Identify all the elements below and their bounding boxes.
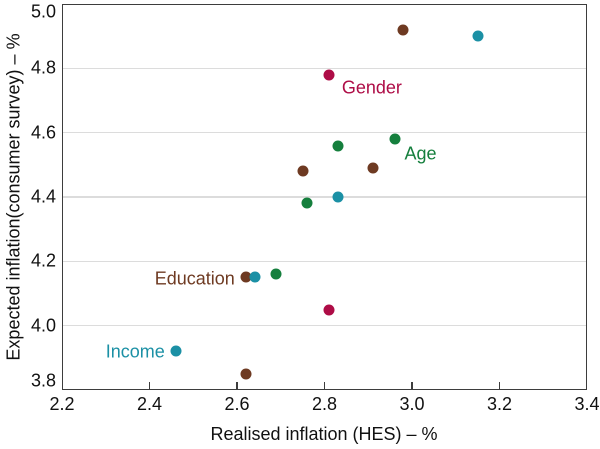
x-tick-label-3.0: 3.0 [399,394,425,414]
x-tick-mark-3.2 [498,381,501,389]
dot-age [332,140,344,152]
y-tick-label-4.8: 4.8 [30,57,56,78]
dot-income [472,30,484,42]
dot-education [240,271,252,283]
dot-income [332,191,344,203]
plot-frame [62,4,587,390]
series-label-age: Age [404,143,437,164]
dot-age [301,197,313,209]
gridline-y-4.0 [63,324,586,327]
x-axis-title: Realised inflation (HES) – % [210,424,438,444]
y-tick-label-4.2: 4.2 [30,250,56,271]
x-tick-label-3.2: 3.2 [486,394,513,414]
x-tick-label-2.8: 2.8 [311,394,338,414]
y-tick-label-4.6: 4.6 [30,122,56,143]
x-tick-mark-3.0 [411,381,413,389]
series-label-income: Income [105,341,165,362]
x-tick-label-2.2: 2.2 [49,394,75,414]
gridline-y-4.6 [63,131,586,134]
dot-income [170,345,182,357]
dot-education [297,165,309,177]
dot-age [270,268,282,280]
dot-education [397,24,409,36]
x-tick-mark-2.6 [236,381,238,389]
dot-gender [323,304,335,316]
dot-education [367,162,379,174]
gridline-y-4.4 [63,196,586,198]
x-tick-label-2.6: 2.6 [224,394,250,414]
x-tick-label-3.4: 3.4 [574,394,600,414]
dot-income [249,271,260,283]
dot-age [389,133,400,145]
x-tick-mark-2.8 [323,381,326,389]
series-label-education: Education [154,268,235,289]
y-tick-label-4.4: 4.4 [30,186,56,207]
gridline-y-4.8 [63,67,586,70]
series-label-gender: Gender [341,77,402,98]
y-tick-label-4.0: 4.0 [30,315,56,336]
dot-gender [323,69,335,81]
y-tick-label-3.8: 3.8 [30,370,56,391]
x-tick-mark-2.4 [148,381,151,389]
y-tick-label-5.0: 5.0 [30,1,56,22]
x-tick-label-2.4: 2.4 [136,394,163,414]
gridline-y-4.2 [63,260,586,263]
dot-education [240,368,252,380]
